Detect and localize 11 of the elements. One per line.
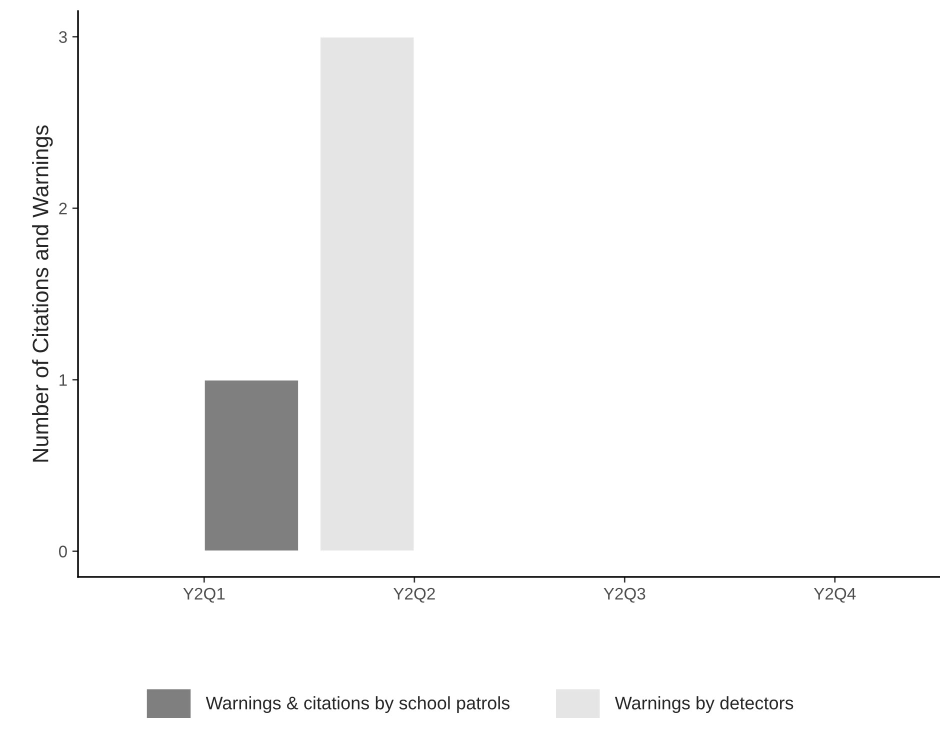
x-tick-label: Y2Q3: [604, 588, 646, 603]
x-tick-label: Y2Q4: [814, 588, 856, 603]
y-tick-label: 3: [58, 31, 67, 43]
legend-label: Warnings & citations by school patrols: [206, 696, 510, 714]
y-tick-label: 0: [58, 546, 67, 558]
legend-label: Warnings by detectors: [614, 696, 794, 714]
x-tick-label: Y2Q2: [393, 588, 435, 603]
y-tick-label: 2: [59, 202, 67, 214]
x-tick-label: Y2Q1: [183, 588, 225, 603]
y-axis-title: Number of Citations and Warnings: [32, 125, 53, 462]
y-tick-label: 1: [60, 374, 67, 386]
